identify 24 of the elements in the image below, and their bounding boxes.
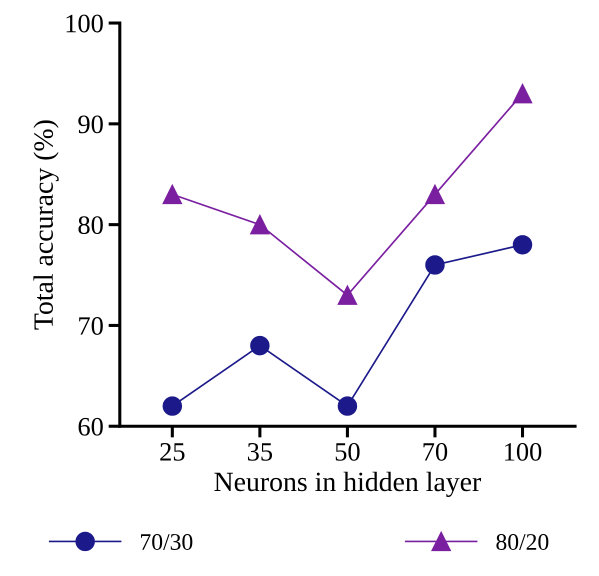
- y-tick-label: 80: [78, 216, 103, 234]
- point: [512, 235, 532, 255]
- point: [512, 84, 532, 104]
- x-tick-label: 100: [505, 442, 542, 461]
- point: [338, 396, 358, 416]
- x-tick-label: 70: [424, 442, 448, 461]
- legend-label: 70/30: [141, 534, 192, 550]
- point: [250, 336, 270, 356]
- point: [425, 255, 445, 275]
- y-tick-label: 60: [78, 418, 103, 436]
- point: [338, 285, 358, 305]
- x-tick-label: 50: [336, 442, 360, 461]
- point: [162, 396, 182, 416]
- y-tick-label: 90: [78, 115, 103, 134]
- point: [162, 184, 182, 204]
- legend-label: 80/20: [496, 534, 548, 550]
- x-axis-title: Neurons in hidden layer: [214, 472, 482, 497]
- y-axis-title: Total accuracy (%): [33, 120, 59, 330]
- point: [250, 214, 270, 234]
- x-tick-label: 35: [248, 443, 272, 461]
- y-tick-label: 70: [79, 317, 103, 335]
- x-tick-label: 25: [160, 443, 184, 461]
- y-tick-label: 100: [66, 14, 103, 32]
- point: [425, 184, 445, 204]
